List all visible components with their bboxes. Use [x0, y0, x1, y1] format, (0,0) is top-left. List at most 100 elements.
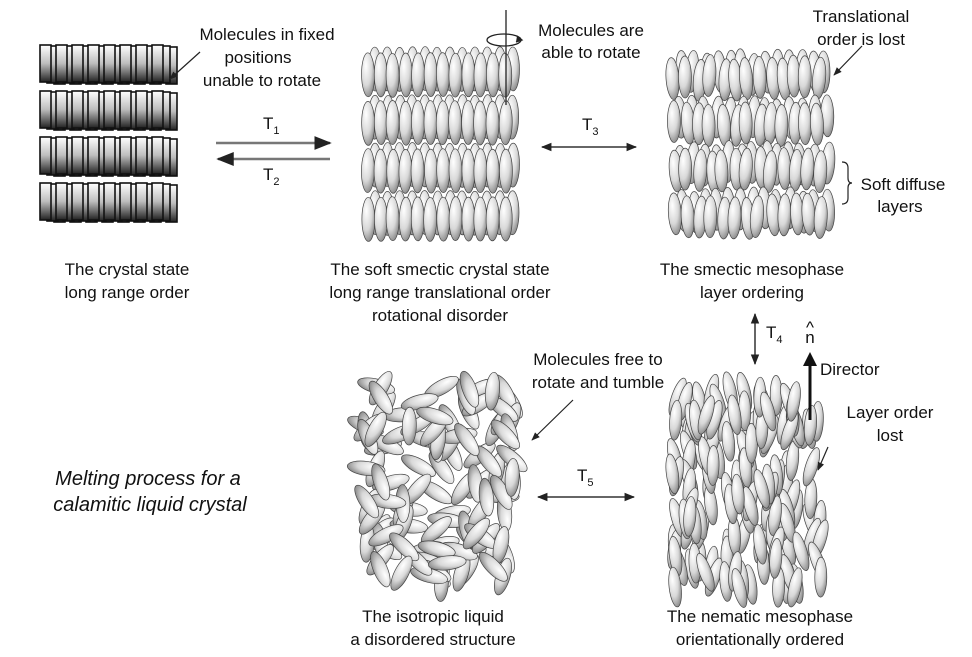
soft-smectic-molecule: [411, 100, 425, 145]
isotropic-molecule: [416, 406, 454, 426]
smectic-mesophase-molecules: [665, 48, 836, 240]
t4-label: T4: [766, 323, 783, 346]
crystal-molecule: [103, 182, 116, 221]
smectic-molecule: [678, 55, 692, 99]
translational-label-line1: Translational: [813, 7, 910, 26]
crystal-molecule: [135, 44, 148, 83]
layer-order-lost-line2: lost: [877, 426, 904, 445]
crystal-molecule: [135, 90, 148, 129]
crystal-molecule: [119, 136, 132, 175]
soft-smectic-molecule: [423, 100, 438, 145]
soft-smectic-molecule: [473, 52, 488, 98]
nematic-molecule: [696, 553, 715, 592]
nematic-molecule: [753, 524, 768, 565]
smectic-molecule: [813, 196, 828, 239]
soft-smectic-molecule: [374, 196, 388, 242]
free-molecules-label-line2: rotate and tumble: [532, 373, 664, 392]
nematic-molecule: [683, 496, 697, 537]
isotropic-molecule: [389, 532, 420, 562]
smectic-title: The smectic mesophase: [660, 260, 844, 279]
t5-label: T5: [577, 466, 594, 489]
soft-smectic-molecule: [361, 197, 376, 242]
t1-label: T1: [263, 114, 280, 137]
crystal-molecule: [151, 136, 164, 175]
nematic-molecule: [668, 566, 682, 608]
soft-smectic-molecule: [435, 100, 450, 146]
free-molecules-label-line1: Molecules free to: [533, 350, 662, 369]
smectic-molecule: [667, 100, 681, 143]
crystal-molecule: [71, 136, 84, 175]
director-arrow-icon: [803, 352, 817, 420]
soft-smectic-molecule: [423, 52, 438, 97]
soft-smectic-molecule: [361, 101, 376, 146]
soft-smectic-molecule: [410, 196, 425, 242]
crystal-molecule: [151, 90, 164, 129]
nematic-subtitle: orientationally ordered: [676, 630, 844, 649]
crystal-molecule: [71, 90, 84, 129]
crystal-molecule: [71, 44, 84, 83]
soft-smectic-molecule: [498, 196, 513, 242]
soft-smectic-molecule: [498, 52, 513, 98]
soft-smectic-molecule: [398, 100, 413, 146]
crystal-molecule: [119, 182, 132, 221]
nematic-molecule: [753, 469, 770, 509]
crystal-molecule: [87, 90, 100, 129]
soft-layers-label-line2: layers: [877, 197, 922, 216]
isotropic-molecule: [368, 524, 404, 547]
isotropic-molecule: [459, 370, 480, 408]
t3-label: T3: [582, 115, 599, 138]
soft-smectic-molecule: [385, 196, 400, 242]
soft-smectic-molecule: [361, 52, 375, 98]
layer-order-lost-line1: Layer order: [847, 403, 934, 422]
soft-smectic-molecule: [485, 148, 500, 194]
annotation-pointers: [169, 45, 863, 471]
soft-smectic-molecule: [448, 52, 463, 98]
isotropic-molecule: [370, 551, 391, 588]
isotropic-molecule: [390, 555, 413, 591]
nematic-molecule: [669, 399, 683, 441]
soft-smectic-title: The soft smectic crystal state: [330, 260, 549, 279]
nematic-molecule: [760, 391, 777, 432]
soft-smectic-molecule: [436, 196, 451, 242]
nematic-molecule: [792, 531, 810, 571]
smectic-molecule: [714, 149, 729, 193]
soft-smectic-molecule: [373, 52, 388, 98]
isotropic-molecule: [401, 406, 417, 446]
crystal-molecule: [119, 90, 132, 129]
crystal-molecule: [39, 90, 52, 129]
isotropic-liquid-molecules: [346, 370, 528, 602]
crystal-molecule: [39, 44, 52, 83]
smectic-molecule: [739, 57, 754, 100]
smectic-molecule: [703, 195, 718, 239]
isotropic-molecule: [490, 419, 520, 450]
soft-layers-label-line1: Soft diffuse: [861, 175, 946, 194]
smectic-molecule: [813, 150, 828, 194]
soft-smectic-molecule: [361, 148, 375, 193]
nematic-molecule: [731, 473, 745, 515]
smectic-subtitle: layer ordering: [700, 283, 804, 302]
crystal-molecule: [103, 90, 116, 129]
crystal-molecule: [103, 136, 116, 175]
soft-smectic-molecule: [424, 148, 438, 194]
isotropic-molecule: [462, 517, 490, 550]
smectic-molecule: [797, 55, 812, 99]
isotropic-molecule: [368, 380, 393, 415]
nematic-title: The nematic mesophase: [667, 607, 853, 626]
crystal-molecule: [87, 136, 100, 175]
isotropic-molecule: [428, 555, 467, 571]
crystal-state-molecules: [39, 44, 178, 223]
soft-smectic-molecule: [499, 148, 513, 194]
smectic-molecule: [678, 147, 692, 191]
crystal-state-subtitle: long range order: [65, 283, 190, 302]
soft-smectic-molecule: [473, 100, 487, 146]
rotation-axis-icon: [486, 10, 524, 105]
soft-smectic-molecule: [385, 100, 400, 145]
rotate-label-line2: able to rotate: [541, 43, 640, 62]
crystal-molecule: [151, 182, 164, 221]
nematic-molecule: [769, 538, 783, 579]
soft-smectic-molecule: [386, 148, 401, 194]
crystal-molecule: [103, 44, 116, 83]
fixed-molecules-label-line2: positions: [224, 48, 291, 67]
nematic-molecule: [665, 453, 680, 495]
nematic-molecule: [787, 567, 803, 608]
